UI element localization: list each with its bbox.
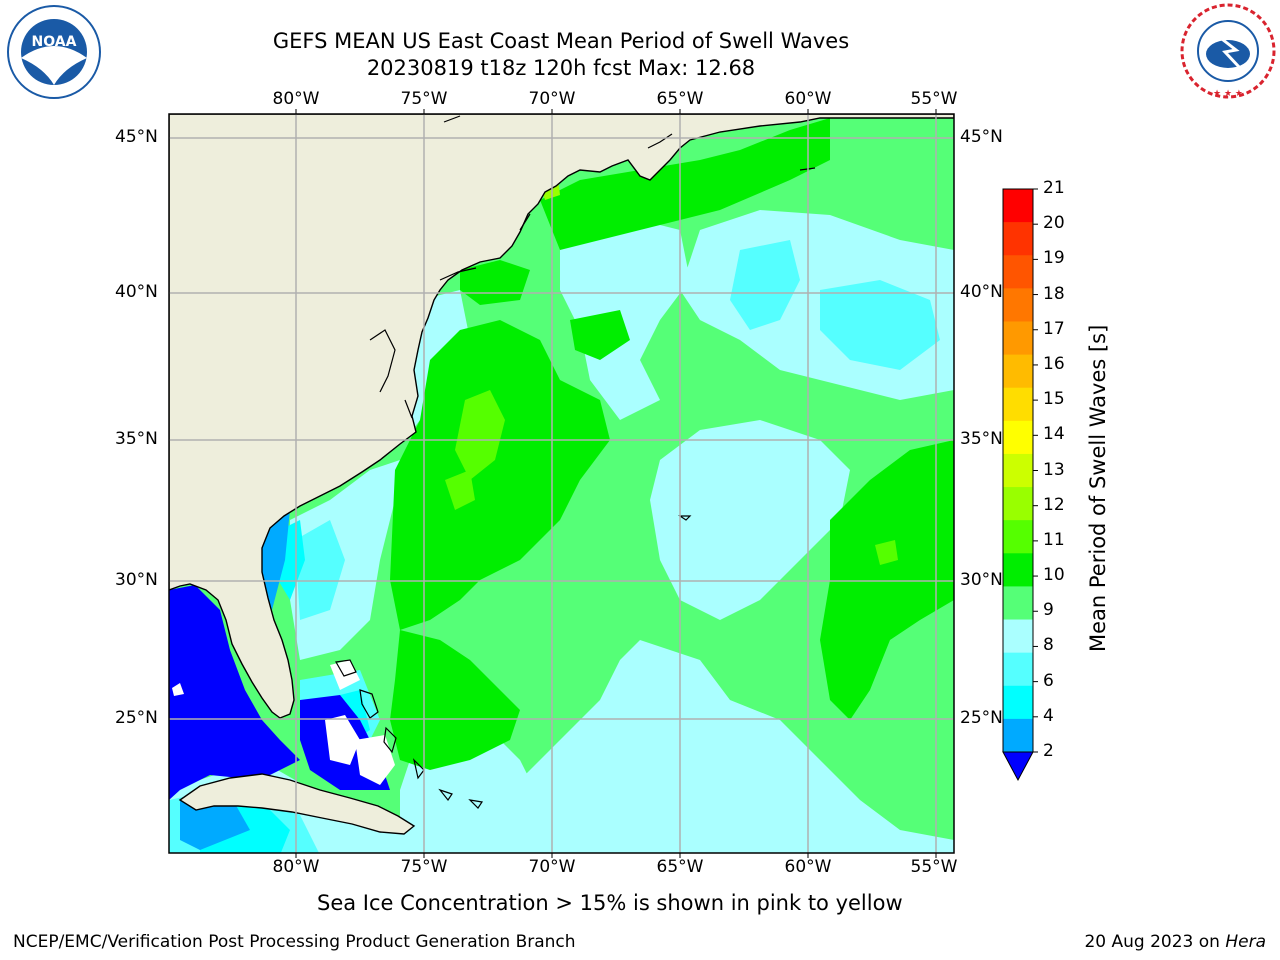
colorbar-segment	[1003, 652, 1033, 687]
noaa-logo-text: NOAA	[32, 34, 77, 50]
colorbar-segment	[1003, 619, 1033, 654]
land-cuba	[178, 773, 416, 835]
lat-label-right: 25°N	[960, 708, 1003, 728]
colorbar-segment	[1003, 520, 1033, 554]
colorbar-tick-label: 21	[1043, 178, 1065, 198]
colorbar-segment	[1003, 685, 1033, 720]
swell-11-12s-regions	[445, 390, 898, 565]
bahamas-islands	[335, 515, 692, 809]
colorbar-tick-label: 17	[1043, 318, 1065, 339]
colorbar-tick-label: 20	[1043, 213, 1065, 234]
lon-label-top: 80°W	[272, 89, 320, 109]
colorbar-segment	[1003, 420, 1033, 455]
colorbar-tick-label: 13	[1043, 459, 1065, 480]
lon-label-bottom: 70°W	[528, 857, 576, 877]
no-data-patches	[172, 660, 395, 785]
nws-logo: ★ ★ ★	[1178, 2, 1278, 100]
lat-label-left: 25°N	[115, 708, 158, 728]
lon-label-top: 75°W	[400, 89, 448, 109]
colorbar-tick-label: 16	[1043, 353, 1065, 374]
colorbar-segment	[1003, 387, 1033, 422]
colorbar-segment	[1003, 354, 1033, 389]
map-gridlines	[169, 114, 954, 853]
map-frame	[168, 113, 955, 854]
colorbar-segment	[1003, 222, 1033, 256]
lon-label-bottom: 65°W	[656, 857, 704, 877]
footer-host: Hera	[1225, 932, 1266, 952]
colorbar-segment	[1003, 321, 1033, 356]
colorbar-segment	[1003, 255, 1033, 289]
noaa-logo: NOAA	[4, 4, 104, 100]
colorbar-tick-label: 4	[1043, 705, 1054, 726]
colorbar-underflow-triangle	[1002, 751, 1034, 782]
colorbar-tick-label: 2	[1043, 741, 1054, 761]
lat-label-right: 45°N	[960, 127, 1003, 147]
lon-label-bottom: 60°W	[784, 857, 832, 877]
land-north-america	[169, 114, 954, 719]
colorbar-segment	[1003, 189, 1033, 223]
colorbar-segment	[1003, 453, 1033, 488]
chart-title-line2: 20230819 t18z 120h fcst Max: 12.68	[366, 56, 756, 80]
lat-label-right: 35°N	[960, 429, 1003, 449]
colorbar-tick-label: 8	[1043, 635, 1054, 656]
lon-label-top: 60°W	[784, 89, 832, 109]
footer-date-text: 20 Aug 2023 on	[1084, 932, 1226, 952]
lat-label-left: 45°N	[115, 127, 158, 147]
lat-label-left: 35°N	[115, 429, 158, 449]
lon-label-bottom: 80°W	[272, 857, 320, 877]
colorbar-segment	[1003, 586, 1033, 621]
colorbar-tick-label: 18	[1043, 283, 1065, 304]
colorbar-segment	[1003, 288, 1033, 322]
sea-ice-note: Sea Ice Concentration > 15% is shown in …	[317, 891, 903, 915]
lon-label-top: 55°W	[910, 89, 958, 109]
colorbar-tick-label: 11	[1043, 529, 1065, 550]
colorbar-tick-label: 15	[1043, 389, 1065, 410]
colorbar-segment	[1003, 487, 1033, 521]
lat-label-left: 30°N	[115, 570, 158, 590]
lon-label-top: 70°W	[528, 89, 576, 109]
colorbar-tick-label: 12	[1043, 494, 1065, 515]
lon-label-bottom: 75°W	[400, 857, 448, 877]
colorbar-segment	[1003, 553, 1033, 587]
lon-label-bottom: 55°W	[910, 857, 958, 877]
footer-credit: NCEP/EMC/Verification Post Processing Pr…	[13, 932, 576, 952]
colorbar-title: Mean Period of Swell Waves [s]	[1086, 324, 1110, 652]
map-ticks	[295, 109, 937, 858]
colorbar-tick-label: 19	[1043, 248, 1065, 269]
colorbar	[1002, 188, 1038, 782]
chart-title-line1: GEFS MEAN US East Coast Mean Period of S…	[272, 29, 850, 53]
svg-text:★ ★ ★: ★ ★ ★	[1213, 89, 1243, 99]
colorbar-tick-label: 14	[1043, 424, 1065, 445]
footer-date: 20 Aug 2023 on Hera	[1084, 932, 1266, 952]
colorbar-tick-label: 6	[1043, 670, 1054, 691]
lat-label-left: 40°N	[115, 282, 158, 302]
lon-label-top: 65°W	[656, 89, 704, 109]
colorbar-segment	[1003, 718, 1033, 753]
colorbar-tick-label: 10	[1043, 565, 1065, 586]
lat-label-right: 30°N	[960, 570, 1003, 590]
colorbar-tick-label: 9	[1043, 600, 1054, 621]
lat-label-right: 40°N	[960, 282, 1003, 302]
